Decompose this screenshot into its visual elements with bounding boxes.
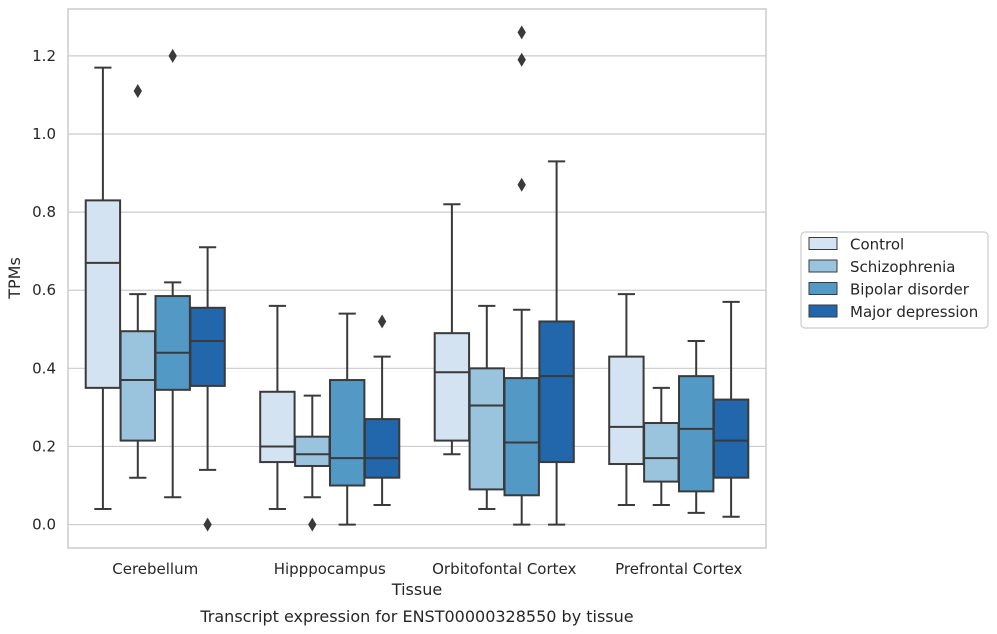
iqr-box	[189, 306, 226, 387]
y-tick-label: 0.8	[32, 203, 56, 221]
outlier-point	[377, 314, 387, 329]
box-bipolar-disorder	[678, 339, 715, 514]
x-tick-label: Hipppocampus	[274, 560, 386, 578]
iqr-box	[608, 355, 645, 466]
iqr-box	[678, 375, 715, 493]
legend-item: Schizophrenia	[808, 258, 955, 276]
iqr-box	[154, 295, 191, 391]
iqr-box	[294, 435, 331, 467]
box-bipolar-disorder	[154, 48, 191, 499]
box-bipolar-disorder	[503, 25, 540, 526]
y-tick-label: 0.2	[32, 437, 56, 455]
iqr-box	[468, 367, 505, 491]
iqr-box	[363, 418, 401, 479]
box-bipolar-disorder	[329, 312, 366, 526]
outlier-point	[168, 48, 177, 63]
outlier-point	[517, 25, 526, 40]
box-major-depression	[363, 314, 401, 507]
legend-label: Major depression	[850, 303, 978, 321]
box-major-depression	[712, 300, 750, 518]
legend-swatch	[808, 282, 838, 295]
chart-caption: Transcript expression for ENST0000032855…	[199, 607, 633, 626]
y-tick-label: 0.6	[32, 281, 56, 299]
box-schizophrenia	[119, 84, 156, 479]
box-schizophrenia	[468, 304, 505, 510]
legend-frame	[800, 231, 989, 329]
box-groups	[84, 25, 750, 532]
legend-item: Control	[808, 236, 904, 254]
box-control	[433, 203, 471, 456]
outlier-point	[308, 517, 317, 532]
x-axis-label: Tissue	[391, 580, 442, 599]
legend: Control Schizophrenia Bipolar disorder Majo…	[800, 231, 989, 329]
x-tick-label: Cerebellum	[112, 560, 198, 578]
box-major-depression	[189, 246, 226, 532]
iqr-box	[119, 330, 156, 442]
y-axis-label: TPMs	[5, 257, 24, 300]
y-tick-labels: 0.0 0.2 0.4 0.6 0.8 1.0 1.2	[32, 47, 56, 534]
outlier-point	[133, 84, 142, 98]
box-control	[608, 293, 645, 507]
legend-label: Control	[850, 236, 904, 254]
legend-label: Bipolar disorder	[850, 281, 970, 299]
x-tick-label: Prefrontal Cortex	[615, 560, 742, 578]
iqr-box	[329, 379, 366, 487]
box-control	[84, 66, 122, 510]
outlier-point	[203, 517, 212, 532]
legend-swatch	[808, 259, 838, 273]
legend-item: Bipolar disorder	[808, 281, 970, 299]
iqr-box	[643, 422, 680, 483]
outlier-point	[517, 177, 526, 192]
box-major-depression	[538, 160, 575, 526]
box-control	[259, 304, 296, 510]
x-tick-labels: Cerebellum Hipppocampus Orbitofontal Corte…	[112, 560, 742, 578]
legend-swatch	[808, 304, 838, 318]
iqr-box	[712, 398, 750, 479]
x-tick-label: Orbitofontal Cortex	[432, 560, 576, 578]
y-tick-label: 0.4	[32, 359, 56, 377]
box-schizophrenia	[643, 386, 680, 507]
plot-frame	[67, 8, 767, 549]
box-schizophrenia	[294, 394, 331, 532]
iqr-box	[503, 377, 540, 497]
legend-swatch	[808, 237, 838, 250]
y-tick-label: 1.2	[32, 47, 56, 65]
y-tick-label: 0.0	[32, 516, 56, 534]
legend-label: Schizophrenia	[850, 258, 955, 276]
iqr-box	[84, 199, 122, 389]
iqr-box	[433, 332, 471, 442]
plot-area	[67, 8, 767, 549]
outlier-point	[517, 52, 526, 67]
iqr-box	[259, 390, 296, 464]
y-tick-label: 1.0	[32, 125, 56, 143]
iqr-box	[538, 320, 575, 464]
legend-item: Major depression	[808, 303, 978, 321]
